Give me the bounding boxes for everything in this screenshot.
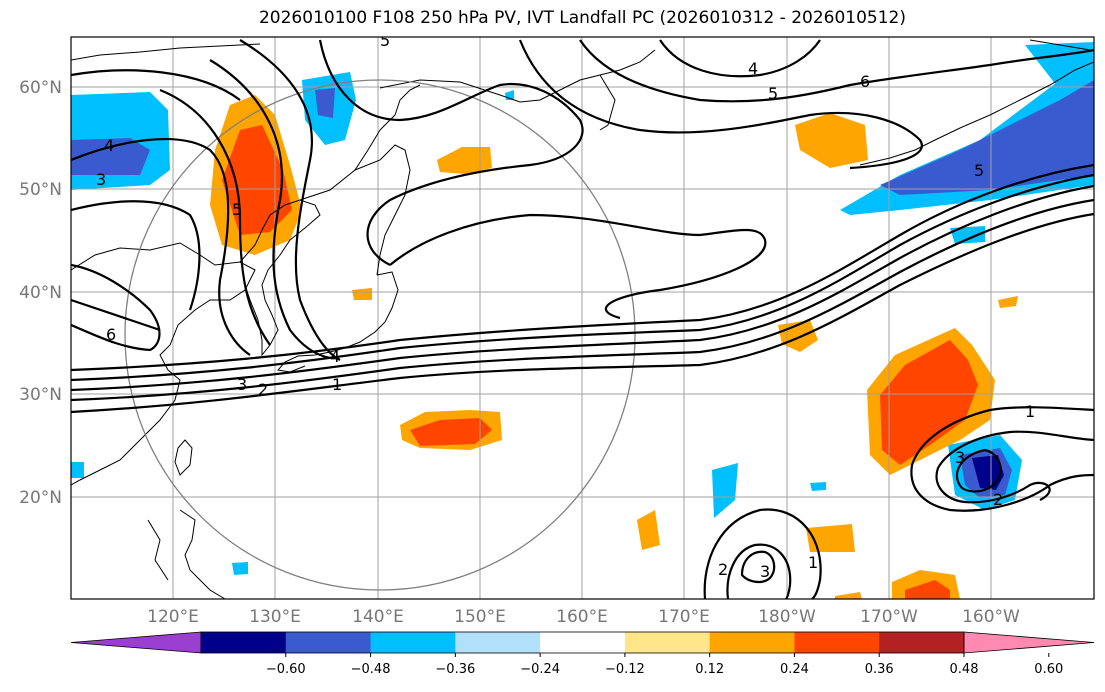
colorbar-segment xyxy=(285,632,372,653)
contour-label: 3 xyxy=(96,170,106,189)
positive-region xyxy=(410,418,492,446)
lat-label: 50°N xyxy=(19,180,62,200)
lon-label: 120°E xyxy=(147,607,199,627)
contour-label: 5 xyxy=(380,31,390,50)
lon-label: 170°W xyxy=(860,607,918,627)
lon-label: 150°E xyxy=(454,607,506,627)
contour-label: 4 xyxy=(330,347,340,366)
latitude-labels: 60°N 50°N 40°N 30°N 20°N xyxy=(19,78,62,508)
contour-label: 2 xyxy=(258,380,268,399)
contour-label: 5 xyxy=(232,200,242,219)
contour-label: 2 xyxy=(718,560,728,579)
contour-label: 1 xyxy=(332,375,342,394)
colorbar-tick-label: 0.36 xyxy=(865,662,894,677)
negative-region xyxy=(950,226,985,244)
colorbar-segment xyxy=(879,632,965,653)
colorbar-extend-low xyxy=(70,631,202,654)
colorbar-tick-label: −0.24 xyxy=(520,662,560,677)
colorbar-tick-label: 0.60 xyxy=(1034,662,1063,677)
lat-label: 20°N xyxy=(19,488,62,508)
contour-label: 5 xyxy=(768,84,778,103)
colorbar-tick-label: 0.24 xyxy=(780,662,809,677)
shading-layer xyxy=(71,42,1094,599)
negative-region xyxy=(712,463,738,518)
positive-region xyxy=(998,296,1018,308)
lat-label: 60°N xyxy=(19,78,62,98)
lat-label: 40°N xyxy=(19,283,62,303)
positive-region xyxy=(637,510,660,550)
positive-region xyxy=(352,288,372,300)
colorbar-segment xyxy=(709,632,795,653)
positive-region xyxy=(905,580,950,599)
contour-label: 3 xyxy=(237,375,247,394)
colorbar-extend-high xyxy=(963,631,1095,654)
colorbar-tick-label: −0.48 xyxy=(351,662,391,677)
colorbar-segment xyxy=(455,632,541,653)
contour-labels: 5 4 5 6 4 3 5 5 6 4 3 2 1 1 3 2 2 3 1 xyxy=(96,31,1035,581)
positive-region xyxy=(806,524,855,552)
map-title: 2026010100 F108 250 hPa PV, IVT Landfall… xyxy=(258,8,906,28)
contour-label: 3 xyxy=(955,448,965,467)
radius-circle xyxy=(124,79,636,591)
colorbar-segment xyxy=(624,632,711,653)
positive-region xyxy=(437,147,492,174)
contour-label: 1 xyxy=(808,553,818,572)
positive-region xyxy=(795,113,868,168)
map-frame xyxy=(70,36,1095,600)
colorbar-frame xyxy=(200,631,965,654)
contour-label: 1 xyxy=(1025,402,1035,421)
colorbar-tick-label: 0.48 xyxy=(950,662,979,677)
colorbar: −0.60 −0.48 −0.36 −0.24 −0.12 0.12 0.24 0.36 0.4… xyxy=(70,631,1095,677)
colorbar-segment xyxy=(794,632,880,653)
contour-label: 6 xyxy=(860,72,870,91)
lon-label: 160°W xyxy=(962,607,1020,627)
negative-region xyxy=(71,138,150,175)
lon-label: 180°W xyxy=(758,607,816,627)
colorbar-tick-label: −0.36 xyxy=(435,662,475,677)
contour-label: 2 xyxy=(993,490,1003,509)
gridlines xyxy=(71,37,1094,599)
lon-label: 160°E xyxy=(556,607,608,627)
negative-region xyxy=(232,562,248,575)
lon-label: 170°E xyxy=(658,607,710,627)
contour-label: 5 xyxy=(974,161,984,180)
negative-region xyxy=(315,88,335,118)
negative-region xyxy=(810,482,826,491)
negative-region xyxy=(880,80,1094,195)
lon-label: 130°E xyxy=(249,607,301,627)
colorbar-segment xyxy=(201,632,287,653)
colorbar-segment xyxy=(370,632,456,653)
pv-contours xyxy=(71,39,1094,599)
contour-label: 3 xyxy=(760,562,770,581)
positive-region xyxy=(835,592,862,599)
colorbar-tick-label: 0.12 xyxy=(695,662,724,677)
contour-label: 4 xyxy=(748,59,758,78)
positive-region xyxy=(880,340,978,465)
colorbar-tick-label: −0.12 xyxy=(605,662,645,677)
lat-label: 30°N xyxy=(19,385,62,405)
contour-label: 4 xyxy=(104,136,114,155)
colorbar-tick-label: −0.60 xyxy=(266,662,306,677)
lon-label: 140°E xyxy=(352,607,404,627)
contour-label: 6 xyxy=(106,325,116,344)
colorbar-segment xyxy=(540,632,626,653)
negative-region xyxy=(71,462,84,478)
longitude-labels: 120°E 130°E 140°E 150°E 160°E 170°E 180°… xyxy=(147,607,1020,627)
